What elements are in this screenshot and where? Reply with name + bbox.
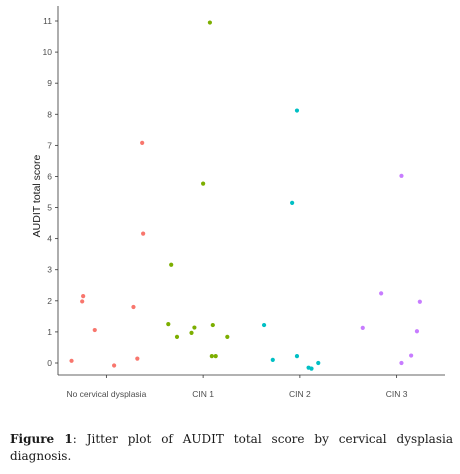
y-tick-label: 8 xyxy=(47,109,52,119)
data-point xyxy=(360,325,365,330)
data-point xyxy=(166,322,171,327)
x-axis: No cervical dysplasia CIN 1 CIN 2 CIN 3 xyxy=(58,374,445,399)
data-point xyxy=(69,358,74,363)
data-point xyxy=(80,299,85,304)
data-point xyxy=(140,140,145,145)
y-tick-label: 11 xyxy=(43,16,52,26)
figure-caption: Figure 1: Jitter plot of AUDIT total sco… xyxy=(10,431,453,465)
data-point xyxy=(409,353,414,358)
y-axis-title: AUDIT total score xyxy=(31,155,43,238)
data-point xyxy=(270,357,275,362)
data-point xyxy=(192,325,197,330)
data-point xyxy=(81,294,86,299)
data-point xyxy=(225,334,230,339)
data-point xyxy=(261,322,267,328)
data-point xyxy=(141,231,146,236)
data-point xyxy=(112,363,117,368)
x-tick-label: CIN 2 xyxy=(289,389,311,399)
data-point xyxy=(135,356,140,361)
data-point xyxy=(213,354,218,359)
data-point xyxy=(189,330,194,335)
y-axis-ticks: 0 1 2 3 4 5 6 7 8 9 10 11 xyxy=(43,16,58,368)
data-point xyxy=(201,181,206,186)
x-axis-ticks: No cervical dysplasia CIN 1 CIN 2 CIN 3 xyxy=(66,375,408,399)
y-tick-label: 6 xyxy=(47,171,52,181)
data-point xyxy=(169,262,174,267)
data-point xyxy=(417,299,422,304)
data-point xyxy=(131,304,136,310)
y-tick-label: 3 xyxy=(47,265,52,275)
data-point xyxy=(209,354,214,359)
data-point xyxy=(379,291,384,296)
data-point xyxy=(414,329,420,334)
data-point xyxy=(207,20,212,25)
x-tick-label: CIN 3 xyxy=(386,389,408,399)
jitter-plot: 0 1 2 3 4 5 6 7 8 9 10 11 No cervical dysplasia CIN … xyxy=(31,6,445,399)
data-point xyxy=(294,354,300,359)
x-tick-label: No cervical dysplasia xyxy=(66,389,146,399)
data-point xyxy=(316,360,321,366)
y-tick-label: 0 xyxy=(47,358,52,368)
caption-label: Figure 1 xyxy=(10,432,73,446)
y-tick-label: 2 xyxy=(47,296,52,306)
data-point xyxy=(92,327,97,333)
caption-text: : Jitter plot of AUDIT total score by ce… xyxy=(10,432,453,463)
x-tick-label: CIN 1 xyxy=(192,389,214,399)
data-point xyxy=(174,334,180,339)
data-point xyxy=(399,360,404,366)
data-point xyxy=(290,200,295,205)
data-point xyxy=(294,108,300,113)
data-point xyxy=(399,173,404,178)
y-tick-label: 4 xyxy=(47,234,52,244)
y-tick-label: 5 xyxy=(47,203,52,213)
y-tick-label: 7 xyxy=(47,140,52,150)
data-point xyxy=(210,322,215,328)
y-tick-label: 10 xyxy=(43,47,53,57)
data-point xyxy=(309,366,314,371)
y-tick-label: 9 xyxy=(47,78,52,88)
y-tick-label: 1 xyxy=(47,327,52,337)
y-axis: 0 1 2 3 4 5 6 7 8 9 10 11 xyxy=(43,6,59,375)
data-points xyxy=(69,20,422,371)
